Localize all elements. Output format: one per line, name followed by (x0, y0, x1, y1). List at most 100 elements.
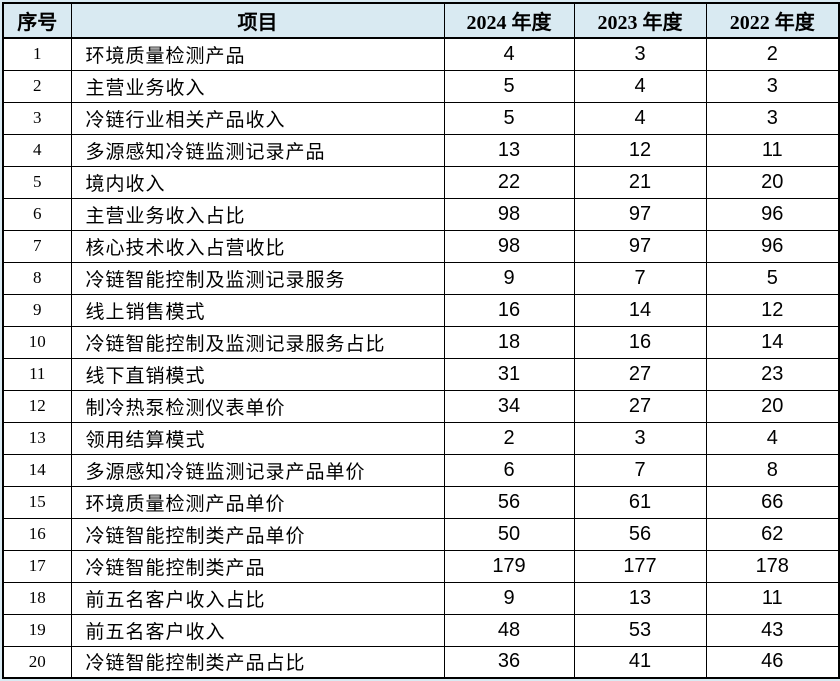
value-2022-cell: 5 (705, 261, 840, 295)
value-2023-cell: 12 (573, 133, 707, 167)
row-index-cell: 14 (2, 453, 72, 487)
value-2023-cell: 4 (573, 101, 707, 135)
value-2023-cell: 41 (573, 645, 707, 679)
item-name-cell: 冷链智能控制类产品占比 (70, 645, 445, 679)
table-row: 8 冷链智能控制及监测记录服务 9 7 5 (2, 261, 840, 295)
value-2023-cell: 61 (573, 485, 707, 519)
value-2022-cell: 12 (705, 293, 840, 327)
header-cell-index: 序号 (2, 2, 72, 39)
value-2024-cell: 18 (443, 325, 575, 359)
value-2023-cell: 3 (573, 37, 707, 71)
value-2022-cell: 46 (705, 645, 840, 679)
item-name-cell: 多源感知冷链监测记录产品 (70, 133, 445, 167)
row-index-cell: 4 (2, 133, 72, 167)
item-name-cell: 线上销售模式 (70, 293, 445, 327)
value-2022-cell: 43 (705, 613, 840, 647)
value-2024-cell: 36 (443, 645, 575, 679)
value-2022-cell: 96 (705, 197, 840, 231)
table-row: 9 线上销售模式 16 14 12 (2, 293, 840, 327)
value-2023-cell: 53 (573, 613, 707, 647)
table-row: 5 境内收入 22 21 20 (2, 165, 840, 199)
table-row: 14 多源感知冷链监测记录产品单价 6 7 8 (2, 453, 840, 487)
table-row: 2 主营业务收入 5 4 3 (2, 69, 840, 103)
value-2024-cell: 34 (443, 389, 575, 423)
value-2023-cell: 97 (573, 229, 707, 263)
row-index-cell: 3 (2, 101, 72, 135)
value-2024-cell: 9 (443, 261, 575, 295)
value-2022-cell: 62 (705, 517, 840, 551)
value-2024-cell: 56 (443, 485, 575, 519)
table-row: 6 主营业务收入占比 98 97 96 (2, 197, 840, 231)
header-cell-year-2023: 2023 年度 (573, 2, 707, 39)
value-2024-cell: 98 (443, 197, 575, 231)
value-2023-cell: 13 (573, 581, 707, 615)
table-row: 15 环境质量检测产品单价 56 61 66 (2, 485, 840, 519)
table-row: 18 前五名客户收入占比 9 13 11 (2, 581, 840, 615)
item-name-cell: 环境质量检测产品 (70, 37, 445, 71)
value-2022-cell: 178 (705, 549, 840, 583)
value-2024-cell: 16 (443, 293, 575, 327)
table-header-row: 序号 项目 2024 年度 2023 年度 2022 年度 (2, 2, 840, 39)
value-2024-cell: 48 (443, 613, 575, 647)
value-2022-cell: 20 (705, 389, 840, 423)
table-row: 1 环境质量检测产品 4 3 2 (2, 37, 840, 71)
item-name-cell: 线下直销模式 (70, 357, 445, 391)
value-2024-cell: 6 (443, 453, 575, 487)
row-index-cell: 5 (2, 165, 72, 199)
header-cell-year-2024: 2024 年度 (443, 2, 575, 39)
table-row: 3 冷链行业相关产品收入 5 4 3 (2, 101, 840, 135)
item-name-cell: 领用结算模式 (70, 421, 445, 455)
row-index-cell: 13 (2, 421, 72, 455)
item-name-cell: 冷链行业相关产品收入 (70, 101, 445, 135)
value-2024-cell: 22 (443, 165, 575, 199)
item-name-cell: 制冷热泵检测仪表单价 (70, 389, 445, 423)
value-2022-cell: 96 (705, 229, 840, 263)
row-index-cell: 10 (2, 325, 72, 359)
value-2024-cell: 9 (443, 581, 575, 615)
row-index-cell: 9 (2, 293, 72, 327)
table-row: 19 前五名客户收入 48 53 43 (2, 613, 840, 647)
value-2023-cell: 21 (573, 165, 707, 199)
value-2023-cell: 97 (573, 197, 707, 231)
value-2022-cell: 11 (705, 581, 840, 615)
item-name-cell: 主营业务收入 (70, 69, 445, 103)
value-2023-cell: 56 (573, 517, 707, 551)
value-2023-cell: 177 (573, 549, 707, 583)
row-index-cell: 8 (2, 261, 72, 295)
value-2022-cell: 2 (705, 37, 840, 71)
header-cell-item: 项目 (70, 2, 445, 39)
table-row: 13 领用结算模式 2 3 4 (2, 421, 840, 455)
row-index-cell: 11 (2, 357, 72, 391)
table-row: 7 核心技术收入占营收比 98 97 96 (2, 229, 840, 263)
value-2024-cell: 2 (443, 421, 575, 455)
value-2024-cell: 5 (443, 101, 575, 135)
table-row: 10 冷链智能控制及监测记录服务占比 18 16 14 (2, 325, 840, 359)
item-name-cell: 冷链智能控制及监测记录服务占比 (70, 325, 445, 359)
item-name-cell: 冷链智能控制及监测记录服务 (70, 261, 445, 295)
value-2024-cell: 13 (443, 133, 575, 167)
table-row: 20 冷链智能控制类产品占比 36 41 46 (2, 645, 840, 679)
row-index-cell: 16 (2, 517, 72, 551)
value-2023-cell: 27 (573, 389, 707, 423)
value-2022-cell: 66 (705, 485, 840, 519)
item-name-cell: 主营业务收入占比 (70, 197, 445, 231)
item-name-cell: 核心技术收入占营收比 (70, 229, 445, 263)
item-name-cell: 冷链智能控制类产品 (70, 549, 445, 583)
item-name-cell: 冷链智能控制类产品单价 (70, 517, 445, 551)
value-2023-cell: 7 (573, 261, 707, 295)
value-2024-cell: 5 (443, 69, 575, 103)
header-cell-year-2022: 2022 年度 (705, 2, 840, 39)
table-row: 4 多源感知冷链监测记录产品 13 12 11 (2, 133, 840, 167)
row-index-cell: 15 (2, 485, 72, 519)
value-2022-cell: 11 (705, 133, 840, 167)
value-2024-cell: 50 (443, 517, 575, 551)
item-name-cell: 多源感知冷链监测记录产品单价 (70, 453, 445, 487)
row-index-cell: 1 (2, 37, 72, 71)
row-index-cell: 20 (2, 645, 72, 679)
row-index-cell: 2 (2, 69, 72, 103)
item-name-cell: 环境质量检测产品单价 (70, 485, 445, 519)
value-2023-cell: 3 (573, 421, 707, 455)
value-2024-cell: 4 (443, 37, 575, 71)
row-index-cell: 7 (2, 229, 72, 263)
